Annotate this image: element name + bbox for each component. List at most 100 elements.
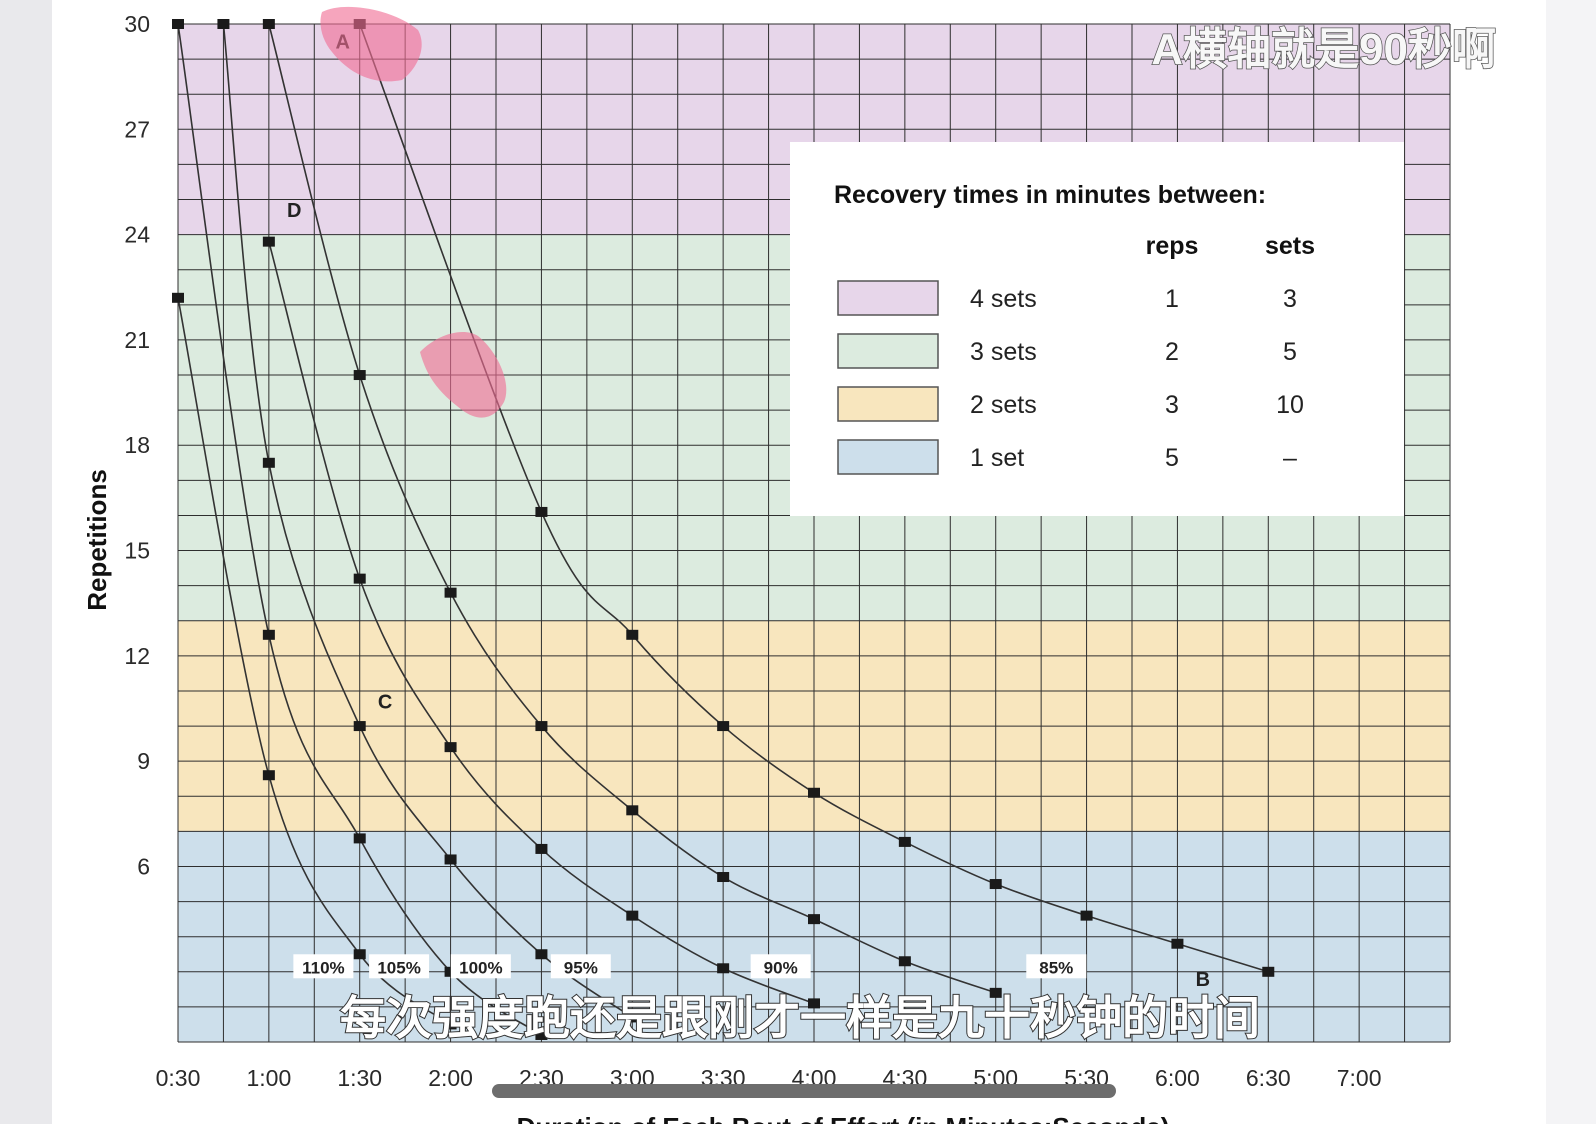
data-point-85pct bbox=[717, 721, 730, 732]
data-point-95pct bbox=[535, 843, 548, 854]
legend-label: 2 sets bbox=[970, 391, 1037, 419]
y-tick-label: 12 bbox=[124, 643, 150, 669]
x-tick-label: 1:00 bbox=[246, 1065, 291, 1091]
x-tick-label: 6:00 bbox=[1155, 1065, 1200, 1091]
x-tick-label: 1:30 bbox=[337, 1065, 382, 1091]
y-tick-label: 15 bbox=[124, 538, 150, 564]
y-tick-label: 30 bbox=[124, 11, 150, 37]
percent-label: 100% bbox=[459, 958, 502, 977]
data-point-85pct bbox=[535, 506, 548, 517]
data-point-105pct bbox=[262, 629, 275, 640]
percent-label: 90% bbox=[764, 958, 798, 977]
data-point-95pct bbox=[626, 910, 639, 921]
percent-label-bg bbox=[450, 954, 511, 979]
data-point-90pct bbox=[626, 805, 639, 816]
data-point-100pct bbox=[535, 949, 548, 960]
subtitle-caption: 每次强度跑还是跟刚才一样是九十秒钟的时间 bbox=[340, 992, 1260, 1044]
curve-110pct bbox=[177, 297, 452, 1026]
data-point-90pct bbox=[808, 914, 820, 925]
x-tick-label: 0:30 bbox=[156, 1065, 201, 1091]
data-point-85pct bbox=[1171, 938, 1184, 949]
legend-label: 1 set bbox=[970, 444, 1024, 472]
legend-reps-value: 2 bbox=[1165, 338, 1179, 366]
percent-label: 105% bbox=[377, 958, 420, 977]
y-tick-label: 24 bbox=[124, 222, 150, 248]
data-point-90pct bbox=[353, 370, 366, 381]
legend: Recovery times in minutes between: reps … bbox=[790, 142, 1404, 516]
data-point-90pct bbox=[717, 872, 730, 883]
data-point-90pct bbox=[989, 987, 1002, 998]
chart-annotations: 110%105%100%95%90%85%ADCB bbox=[287, 32, 1210, 991]
legend-rows: 4 sets 1 3 3 sets 2 5 2 sets 3 10 1 set 5 – bbox=[837, 280, 1304, 475]
percent-label-bg bbox=[293, 954, 354, 979]
data-point-100pct bbox=[353, 721, 366, 732]
highlighter-marks bbox=[320, 6, 507, 418]
data-point-85pct bbox=[808, 787, 820, 798]
data-point-90pct bbox=[898, 956, 911, 967]
data-point-100pct bbox=[217, 19, 230, 29]
y-axis-title: Repetitions bbox=[82, 469, 112, 611]
x-tick-label: 6:30 bbox=[1246, 1065, 1291, 1091]
data-point-85pct bbox=[1262, 966, 1275, 977]
legend-sets-value: 10 bbox=[1276, 391, 1304, 419]
legend-sets-value: 5 bbox=[1283, 338, 1297, 366]
point-label-D: D bbox=[287, 200, 301, 222]
chart-grid bbox=[177, 23, 1451, 1043]
legend-label: 4 sets bbox=[970, 285, 1037, 313]
data-point-105pct bbox=[535, 1029, 548, 1040]
percent-label-bg bbox=[369, 954, 430, 979]
data-point-95pct bbox=[353, 573, 366, 584]
data-point-110pct bbox=[172, 292, 184, 303]
legend-swatch bbox=[837, 280, 939, 316]
legend-reps-value: 3 bbox=[1165, 391, 1179, 419]
percent-label-bg bbox=[1026, 954, 1087, 979]
data-point-110pct bbox=[444, 1019, 457, 1030]
highlighter-mark-curve bbox=[420, 331, 507, 418]
data-point-100pct bbox=[262, 457, 275, 468]
overlay-title-text: A横轴就是90秒啊 bbox=[1151, 25, 1496, 74]
point-label-B: B bbox=[1196, 969, 1210, 991]
legend-sets-value: – bbox=[1283, 444, 1297, 472]
y-tick-label: 21 bbox=[124, 327, 150, 353]
x-tick-label: 2:00 bbox=[428, 1065, 473, 1091]
data-point-85pct bbox=[989, 879, 1002, 890]
legend-sets-value: 3 bbox=[1283, 285, 1297, 313]
data-point-105pct bbox=[444, 966, 457, 977]
data-point-95pct bbox=[808, 998, 820, 1009]
data-point-105pct bbox=[172, 19, 184, 29]
percent-label: 110% bbox=[302, 958, 345, 977]
x-tick-label: 7:00 bbox=[1337, 1065, 1382, 1091]
data-point-90pct bbox=[535, 721, 548, 732]
viewer-right-gutter bbox=[1546, 0, 1596, 1124]
data-point-85pct bbox=[626, 629, 639, 640]
percent-label-bg bbox=[750, 954, 811, 979]
curve-85pct bbox=[358, 23, 1269, 973]
data-point-105pct bbox=[353, 833, 366, 844]
highlighter-mark-a bbox=[320, 6, 422, 82]
legend-label: 3 sets bbox=[970, 338, 1037, 366]
legend-title: Recovery times in minutes between: bbox=[834, 181, 1266, 209]
y-tick-label: 6 bbox=[137, 853, 150, 879]
data-point-100pct bbox=[444, 854, 457, 865]
data-point-85pct bbox=[1080, 910, 1093, 921]
data-point-90pct bbox=[444, 587, 457, 598]
x-axis-title: Duration of Each Bout of Effort (in Minu… bbox=[517, 1112, 1170, 1124]
legend-swatch bbox=[837, 333, 939, 369]
data-point-95pct bbox=[717, 963, 730, 974]
data-point-90pct bbox=[262, 19, 275, 29]
data-point-110pct bbox=[262, 770, 275, 781]
horizontal-scrollbar[interactable] bbox=[492, 1084, 1116, 1098]
percent-label-bg bbox=[550, 954, 611, 979]
data-point-100pct bbox=[626, 1012, 639, 1023]
percent-label: 85% bbox=[1039, 958, 1073, 977]
data-point-95pct bbox=[444, 742, 457, 753]
series-curves bbox=[177, 23, 1269, 1036]
data-point-110pct bbox=[353, 949, 366, 960]
legend-header-sets: sets bbox=[1265, 232, 1315, 260]
legend-swatch bbox=[837, 439, 939, 475]
point-label-C: C bbox=[378, 692, 392, 714]
data-point-95pct bbox=[262, 236, 275, 247]
legend-reps-value: 1 bbox=[1165, 285, 1179, 313]
data-point-85pct bbox=[898, 836, 911, 847]
